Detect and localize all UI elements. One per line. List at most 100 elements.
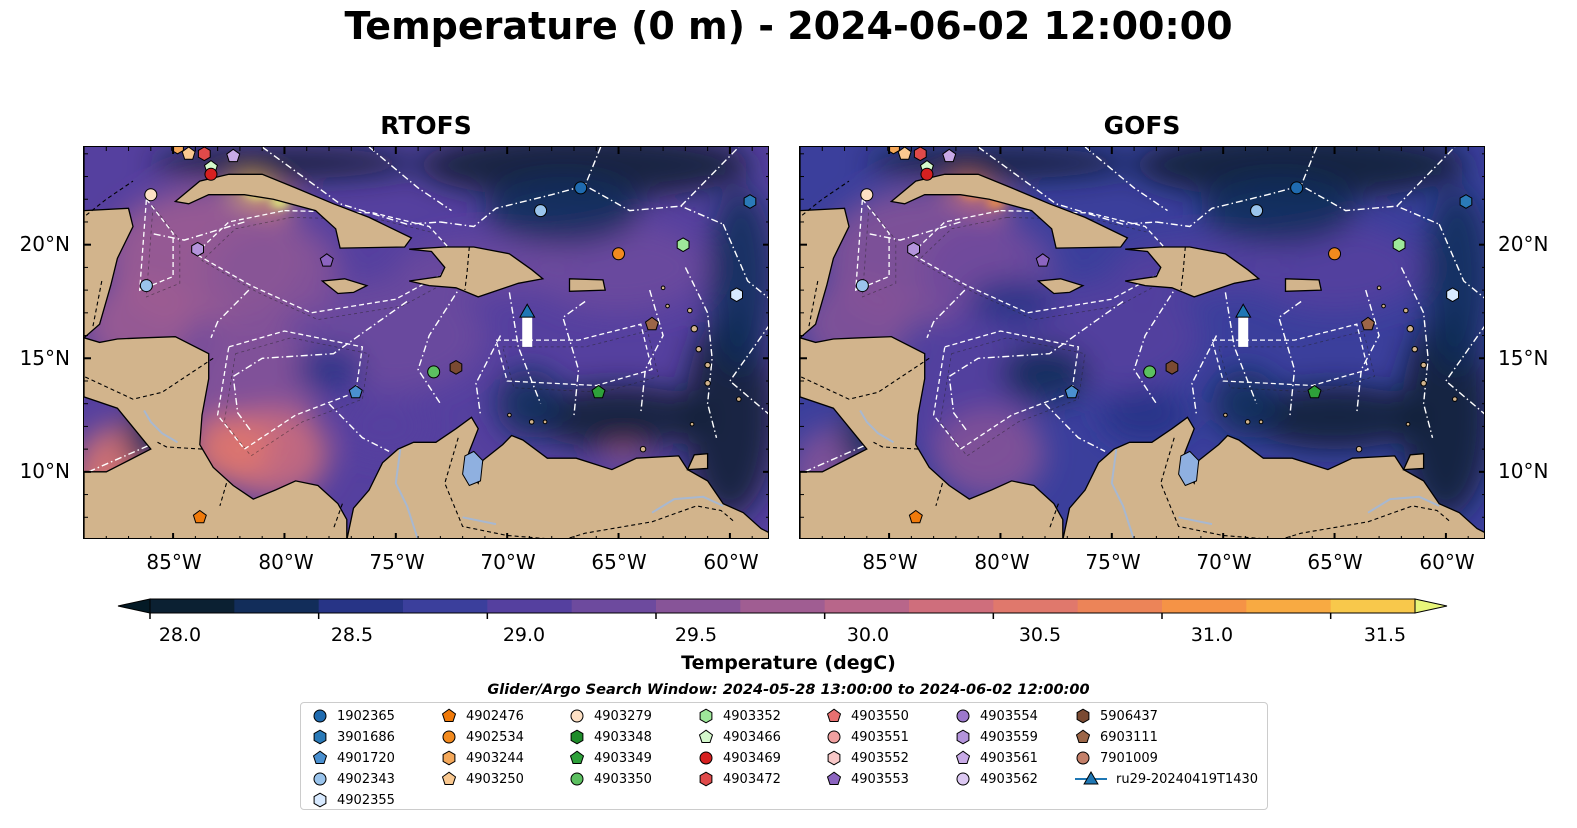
- legend-marker: [827, 730, 841, 744]
- argo-float-marker: [897, 147, 912, 160]
- legend-item: 4903279: [568, 706, 652, 726]
- lat-tick-label: 20°N: [19, 232, 70, 256]
- lon-tick-label: 75°W: [1085, 550, 1141, 574]
- eez-boundary: [866, 221, 961, 241]
- legend-marker: [955, 750, 971, 764]
- legend-label: 4903348: [594, 729, 652, 745]
- argo-float-marker: [1165, 360, 1179, 375]
- eez-boundary: [1278, 300, 1302, 416]
- glider-track: [522, 312, 533, 347]
- legend-marker: [441, 771, 457, 785]
- argo-float-marker: [191, 241, 204, 257]
- legend-symbol: [313, 709, 327, 723]
- isobath: [145, 205, 181, 298]
- island: [639, 445, 647, 453]
- colorbar-tick-label: 28.5: [330, 624, 374, 646]
- legend-symbol: [313, 729, 327, 745]
- legend-symbol: [1076, 751, 1090, 765]
- legend-symbol: [570, 772, 584, 786]
- argo-float-marker: [591, 384, 606, 399]
- legend-marker: [826, 771, 842, 785]
- legend-marker: [313, 792, 327, 808]
- legend-marker: [442, 730, 456, 744]
- country-border: [800, 357, 930, 400]
- lon-tick-label: 75°W: [369, 550, 425, 574]
- eez-boundary: [1444, 325, 1484, 415]
- eez-boundary: [722, 223, 768, 299]
- legend-marker: [569, 750, 585, 764]
- cuba-land: [173, 173, 413, 249]
- colorbar-segment: [150, 599, 235, 613]
- legend-marker: [1075, 770, 1107, 785]
- country-border: [464, 246, 470, 291]
- legend-marker: [313, 709, 327, 723]
- rtofs-map-panel[interactable]: [83, 146, 769, 539]
- argo-float-marker: [1307, 384, 1322, 399]
- colorbar-tick-label: 29.5: [674, 624, 718, 646]
- country-border: [935, 483, 944, 507]
- legend-marker: [699, 771, 713, 787]
- island: [528, 419, 535, 425]
- legend-label: 4903561: [980, 750, 1038, 766]
- river: [1110, 448, 1135, 538]
- legend-item: 4903552: [825, 748, 909, 768]
- colorbar-tick-label: 30.0: [846, 624, 890, 646]
- eez-boundary: [368, 147, 452, 212]
- legend-label: 4902534: [466, 729, 524, 745]
- legend-marker: [312, 750, 328, 764]
- argo-float-marker: [1360, 316, 1375, 331]
- temperature-patch: [340, 396, 430, 456]
- legend-label: 7901009: [1100, 750, 1158, 766]
- glider-marker: [519, 303, 536, 318]
- legend-symbol: [827, 730, 841, 744]
- country-border: [801, 180, 850, 216]
- country-border: [1180, 246, 1186, 291]
- legend-label: 4903352: [723, 708, 781, 724]
- legend-item: 4903562: [954, 769, 1038, 789]
- island: [1406, 325, 1414, 333]
- eez-boundary: [1133, 282, 1180, 405]
- colorbar-frame: [149, 598, 1416, 614]
- eez-boundary: [680, 147, 740, 207]
- island: [665, 303, 670, 309]
- legend-item: 4901720: [311, 748, 395, 768]
- eez-boundary: [728, 325, 768, 415]
- temperature-patch: [1212, 369, 1279, 438]
- argo-float-marker: [1290, 181, 1304, 195]
- trinidad-land: [1402, 452, 1425, 471]
- axis-ticks: [800, 147, 1484, 538]
- argo-float-marker: [319, 253, 334, 267]
- legend-marker: [570, 709, 584, 723]
- temperature-patch: [1200, 176, 1357, 245]
- country-border: [567, 505, 735, 538]
- argo-float-marker: [913, 147, 927, 162]
- legend-item: 4903551: [825, 727, 909, 747]
- argo-float-marker: [192, 509, 207, 524]
- eez-boundary: [977, 147, 1157, 225]
- search-window-caption: Glider/Argo Search Window: 2024-05-28 13…: [487, 682, 1090, 698]
- argo-float-marker: [139, 279, 153, 293]
- gofs-map-panel[interactable]: [799, 146, 1485, 539]
- eez-boundary: [150, 221, 245, 241]
- lat-tick-label: 20°N: [1498, 232, 1549, 256]
- eez-boundary: [328, 403, 390, 453]
- legend-label: 4903250: [466, 771, 524, 787]
- argo-float-marker: [1392, 237, 1406, 253]
- eez-boundary: [1084, 147, 1168, 212]
- argo-float-marker: [197, 147, 211, 162]
- colorbar-segment: [909, 599, 994, 613]
- temperature-patch: [484, 176, 641, 245]
- legend-label: 4902343: [337, 771, 395, 787]
- legend-marker: [699, 708, 713, 724]
- legend-symbol: [956, 729, 970, 745]
- argo-float-marker: [348, 384, 363, 399]
- temperature-patch: [1100, 387, 1190, 443]
- country-border: [85, 180, 134, 216]
- legend-item: 5906437: [1074, 706, 1158, 726]
- lon-tick-label: 65°W: [591, 550, 647, 574]
- legend-label: 4903472: [723, 771, 781, 787]
- legend-symbol: [1076, 708, 1090, 724]
- legend-symbol: [570, 729, 584, 745]
- temperature-patch: [866, 147, 1135, 179]
- eez-boundary: [475, 335, 502, 416]
